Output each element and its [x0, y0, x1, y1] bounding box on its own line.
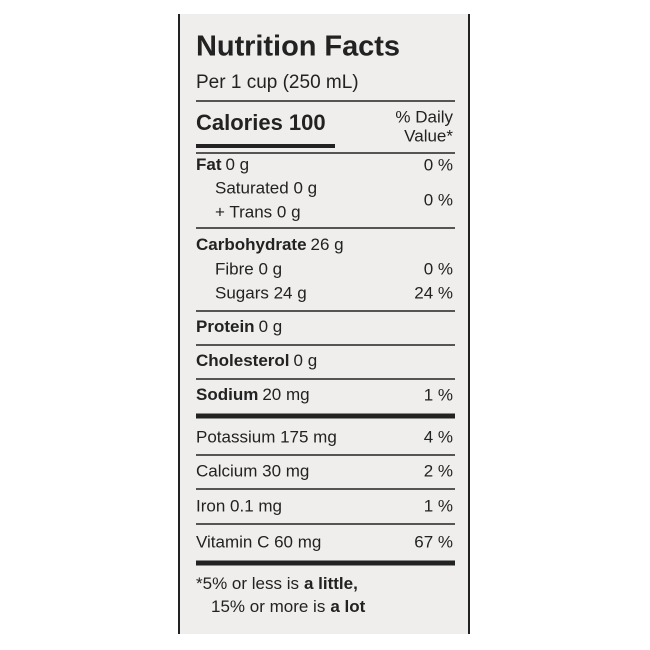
nutrient-row: Protein 0 g [196, 317, 282, 336]
nutrient-amount: 26 g [311, 235, 344, 254]
mineral: Vitamin C 60 mg [196, 532, 321, 551]
footnote-text: 15% or more is [211, 597, 325, 616]
daily-value: 1 % [424, 496, 453, 515]
mineral: Iron 0.1 mg [196, 496, 282, 515]
dv-heading: % Daily [395, 107, 453, 126]
nutrient-row: Cholesterol 0 g [196, 351, 317, 370]
footnote-bold: a lot [330, 597, 365, 616]
nutrient-row: Carbohydrate 26 g [196, 235, 344, 254]
footnote-text: *5% or less is [196, 574, 299, 593]
daily-value: 0 % [424, 190, 453, 209]
mineral: Calcium 30 mg [196, 461, 309, 480]
nutrient-row: Sodium 20 mg [196, 385, 310, 404]
nutrient-row: Fat 0 g [196, 155, 249, 174]
sub-nutrient: Sugars 24 g [215, 283, 307, 302]
nutrient-amount: 0 g [294, 351, 318, 370]
nutrient-name: Sodium [196, 385, 258, 404]
footnote-bold: a little, [304, 574, 358, 593]
daily-value: 0 % [424, 259, 453, 278]
nutrient-name: Fat [196, 155, 222, 174]
label-panel [178, 14, 470, 634]
sub-nutrient: + Trans 0 g [215, 202, 301, 221]
daily-value: 1 % [424, 385, 453, 404]
sub-nutrient: Saturated 0 g [215, 178, 317, 197]
nutrient-name: Cholesterol [196, 351, 290, 370]
nutrient-amount: 0 g [226, 155, 250, 174]
serving: Per 1 cup (250 mL) [196, 72, 359, 93]
footnote: 15% or more is a lot [211, 597, 366, 616]
daily-value: 24 % [414, 283, 453, 302]
nutrient-name: Protein [196, 317, 255, 336]
daily-value: 0 % [424, 155, 453, 174]
nutrient-amount: 0 g [259, 317, 283, 336]
daily-value: 2 % [424, 461, 453, 480]
minerals: Potassium 175 mg 4 % Calcium 30 mg 2 % Iron … [196, 427, 455, 551]
daily-value: 4 % [424, 427, 453, 446]
mineral: Potassium 175 mg [196, 427, 337, 446]
footnote: *5% or less is a little, [196, 574, 358, 593]
daily-value: 67 % [414, 532, 453, 551]
sub-nutrient: Fibre 0 g [215, 259, 282, 278]
dv-heading: Value* [404, 126, 453, 145]
title: Nutrition Facts [196, 31, 400, 63]
nutrient-amount: 20 mg [262, 385, 309, 404]
nutrient-name: Carbohydrate [196, 235, 307, 254]
calories: Calories 100 [196, 110, 326, 135]
